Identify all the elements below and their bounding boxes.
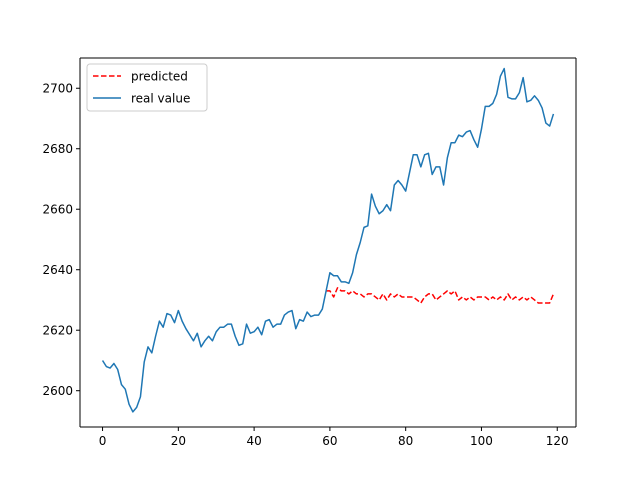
plot-area <box>80 58 576 427</box>
x-axis-ticks: 0 20 40 60 80 100 120 <box>99 427 569 448</box>
y-axis-ticks: 2600 2620 2640 2660 2680 2700 <box>42 82 80 398</box>
x-tick-label: 60 <box>322 434 337 448</box>
x-tick-label: 120 <box>546 434 569 448</box>
legend-label-predicted: predicted <box>131 70 188 84</box>
x-tick-label: 20 <box>171 434 186 448</box>
y-tick-label: 2660 <box>42 203 73 217</box>
series-line-predicted <box>326 287 555 304</box>
x-tick-label: 0 <box>99 434 107 448</box>
y-tick-label: 2680 <box>42 142 73 156</box>
y-tick-label: 2700 <box>42 82 73 96</box>
x-tick-label: 80 <box>398 434 413 448</box>
axes-frame <box>79 57 577 428</box>
y-tick-label: 2600 <box>42 384 73 398</box>
y-tick-label: 2640 <box>42 263 73 277</box>
series-layer <box>101 67 555 413</box>
legend-label-real-value: real value <box>131 92 190 106</box>
x-tick-label: 40 <box>246 434 261 448</box>
y-tick-label: 2620 <box>42 324 73 338</box>
legend: predicted real value <box>86 63 208 112</box>
x-tick-label: 100 <box>470 434 493 448</box>
series-line-real-value <box>101 67 555 413</box>
